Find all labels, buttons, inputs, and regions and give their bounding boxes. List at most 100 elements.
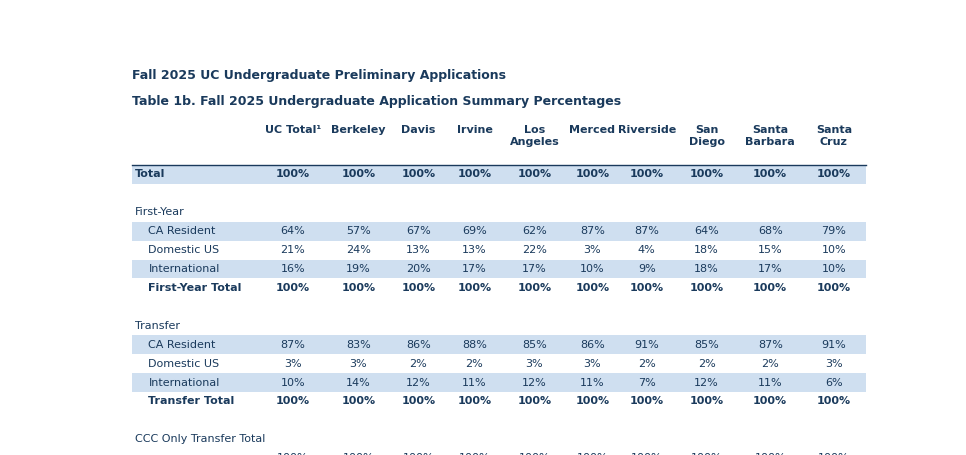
Text: 100%: 100% [276, 283, 310, 293]
Text: 100%: 100% [818, 453, 850, 455]
Text: 21%: 21% [280, 245, 305, 255]
Text: 100%: 100% [277, 453, 309, 455]
Text: 100%: 100% [577, 453, 609, 455]
Text: 22%: 22% [522, 245, 547, 255]
Text: 100%: 100% [753, 283, 787, 293]
Text: 87%: 87% [635, 226, 659, 236]
Text: UC Total¹: UC Total¹ [265, 125, 321, 135]
Text: 12%: 12% [406, 378, 431, 388]
Text: 87%: 87% [280, 340, 305, 350]
Text: 10%: 10% [581, 264, 605, 274]
Text: 14%: 14% [346, 378, 371, 388]
Text: 17%: 17% [758, 264, 782, 274]
Text: 91%: 91% [635, 340, 659, 350]
Text: 100%: 100% [343, 453, 374, 455]
Text: San
Diego: San Diego [689, 125, 724, 147]
Text: 17%: 17% [522, 264, 547, 274]
Text: 64%: 64% [695, 226, 719, 236]
Text: 2%: 2% [638, 359, 656, 369]
Text: Santa
Barbara: Santa Barbara [746, 125, 795, 147]
Text: First-Year Total: First-Year Total [149, 283, 242, 293]
Text: 12%: 12% [522, 378, 547, 388]
Bar [132, 165, 866, 184]
Text: 16%: 16% [281, 264, 305, 274]
Text: 11%: 11% [581, 378, 605, 388]
Text: 100%: 100% [401, 396, 436, 406]
Text: 10%: 10% [281, 378, 305, 388]
Text: 100%: 100% [518, 169, 552, 179]
Text: 15%: 15% [758, 245, 782, 255]
Text: 2%: 2% [697, 359, 716, 369]
Text: 100%: 100% [341, 169, 376, 179]
Text: 6%: 6% [825, 378, 842, 388]
Text: 67%: 67% [406, 226, 431, 236]
Text: Santa
Cruz: Santa Cruz [815, 125, 852, 147]
Text: 100%: 100% [576, 169, 610, 179]
Text: Domestic US: Domestic US [149, 359, 219, 369]
Text: 19%: 19% [346, 264, 371, 274]
Text: 10%: 10% [821, 245, 846, 255]
Bar [132, 335, 866, 354]
Text: Riverside: Riverside [617, 125, 676, 135]
Text: 11%: 11% [758, 378, 782, 388]
Text: 2%: 2% [466, 359, 483, 369]
Text: 100%: 100% [691, 453, 723, 455]
Text: 100%: 100% [276, 396, 310, 406]
Text: First-Year: First-Year [135, 207, 185, 217]
Text: 3%: 3% [350, 359, 367, 369]
Text: 20%: 20% [406, 264, 431, 274]
Text: International: International [149, 378, 220, 388]
Text: Domestic US: Domestic US [149, 245, 219, 255]
Text: International: International [149, 264, 220, 274]
Text: 3%: 3% [583, 359, 601, 369]
Text: 57%: 57% [346, 226, 371, 236]
Text: 11%: 11% [462, 378, 487, 388]
Text: 100%: 100% [576, 283, 610, 293]
Text: 12%: 12% [695, 378, 719, 388]
Text: 64%: 64% [280, 226, 305, 236]
Text: 87%: 87% [580, 226, 605, 236]
Text: CCC Only Transfer Total: CCC Only Transfer Total [135, 434, 266, 444]
Text: 100%: 100% [690, 283, 724, 293]
Text: 3%: 3% [583, 245, 601, 255]
Text: 100%: 100% [817, 169, 851, 179]
Text: 100%: 100% [753, 169, 787, 179]
Text: 10%: 10% [821, 264, 846, 274]
Text: 100%: 100% [276, 169, 310, 179]
Text: 88%: 88% [462, 340, 487, 350]
Text: 85%: 85% [522, 340, 547, 350]
Text: 100%: 100% [341, 283, 376, 293]
Text: 91%: 91% [821, 340, 846, 350]
Text: 100%: 100% [403, 453, 434, 455]
Text: 100%: 100% [518, 283, 552, 293]
Text: Los
Angeles: Los Angeles [509, 125, 559, 147]
Text: 69%: 69% [462, 226, 487, 236]
Text: Irvine: Irvine [457, 125, 493, 135]
Text: Berkeley: Berkeley [331, 125, 385, 135]
Text: 79%: 79% [821, 226, 846, 236]
Text: Davis: Davis [401, 125, 436, 135]
Text: 18%: 18% [695, 264, 719, 274]
Text: 3%: 3% [526, 359, 543, 369]
Text: 85%: 85% [695, 340, 719, 350]
Text: 100%: 100% [401, 169, 436, 179]
Text: Transfer: Transfer [135, 321, 180, 331]
Text: 4%: 4% [638, 245, 656, 255]
Text: Fall 2025 UC Undergraduate Preliminary Applications: Fall 2025 UC Undergraduate Preliminary A… [132, 69, 506, 81]
Text: 24%: 24% [346, 245, 371, 255]
Text: 100%: 100% [817, 396, 851, 406]
Text: 68%: 68% [758, 226, 782, 236]
Text: 86%: 86% [406, 340, 431, 350]
Text: 100%: 100% [754, 453, 786, 455]
Text: CA Resident: CA Resident [149, 226, 215, 236]
Text: Merced: Merced [569, 125, 615, 135]
Bar [132, 222, 866, 241]
Text: 18%: 18% [695, 245, 719, 255]
Text: 100%: 100% [576, 396, 610, 406]
Text: 100%: 100% [401, 283, 436, 293]
Text: 87%: 87% [757, 340, 782, 350]
Text: 62%: 62% [522, 226, 547, 236]
Bar [132, 259, 866, 278]
Text: 100%: 100% [690, 396, 724, 406]
Text: 3%: 3% [825, 359, 842, 369]
